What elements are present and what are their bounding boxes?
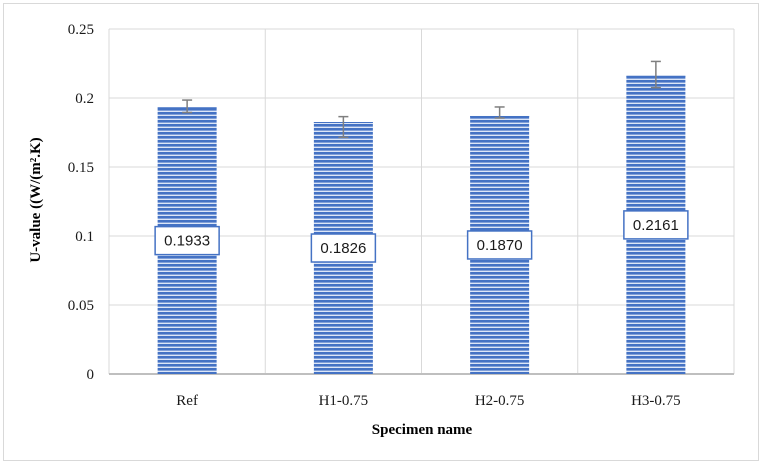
x-tick-label: H1-0.75 bbox=[319, 393, 369, 409]
x-tick-label: Ref bbox=[176, 393, 198, 409]
data-label: 0.1870 bbox=[477, 237, 523, 254]
y-tick-label: 0 bbox=[87, 367, 95, 383]
data-label-box bbox=[623, 210, 689, 240]
data-label-box bbox=[154, 225, 220, 256]
data-label: 0.1933 bbox=[164, 233, 210, 250]
y-tick-label: 0.2 bbox=[75, 91, 94, 107]
data-label: 0.1826 bbox=[320, 240, 366, 257]
x-axis-title: Specimen name bbox=[372, 422, 473, 438]
x-tick-label: H3-0.75 bbox=[631, 393, 681, 409]
data-label-box bbox=[310, 233, 377, 263]
y-tick-label: 0.15 bbox=[68, 160, 94, 176]
data-label: 0.2161 bbox=[633, 217, 679, 234]
x-tick-label: H2-0.75 bbox=[475, 393, 525, 409]
y-tick-label: 0.25 bbox=[68, 22, 94, 38]
y-tick-label: 0.05 bbox=[68, 298, 94, 314]
y-axis-title: U-value ((W/(m².K) bbox=[28, 137, 44, 262]
y-tick-label: 0.1 bbox=[75, 229, 94, 245]
data-label-box bbox=[466, 230, 533, 260]
